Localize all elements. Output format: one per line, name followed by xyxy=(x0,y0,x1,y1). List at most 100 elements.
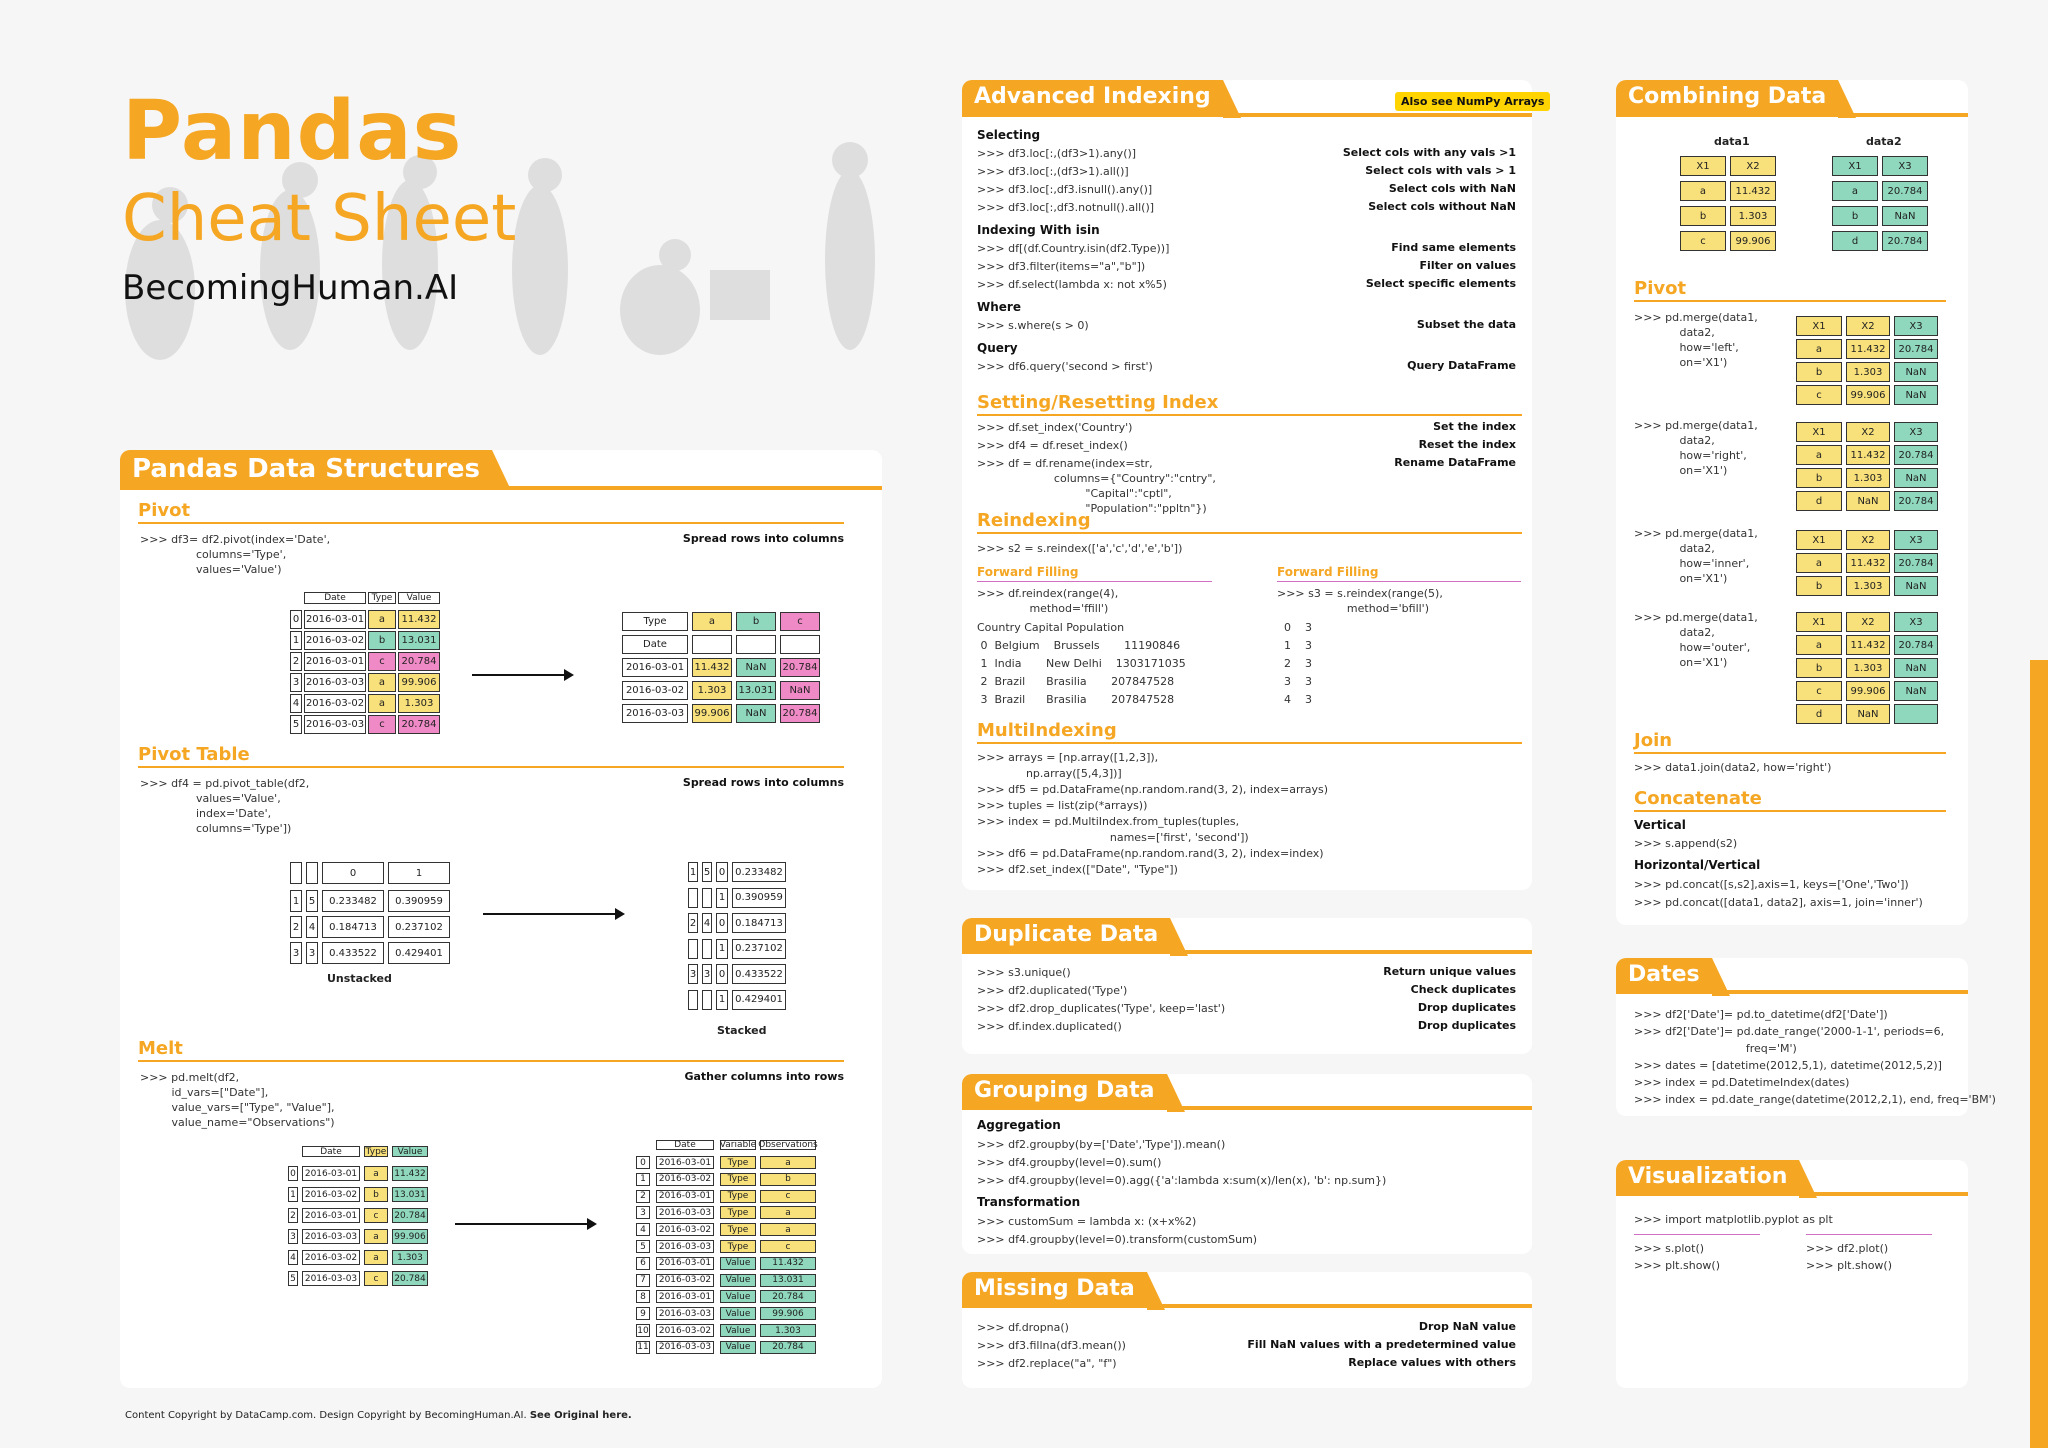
code-line: >>> df.index.duplicated() xyxy=(977,1020,1122,1033)
table-cell: 20.784 xyxy=(1882,181,1928,201)
ffill-heading-2: Forward Filling xyxy=(1277,565,1379,579)
table-cell: 11.432 xyxy=(1846,339,1890,359)
table-cell: a xyxy=(1796,445,1842,465)
pivot-heading: Pivot xyxy=(138,500,191,521)
code-description: Replace values with others xyxy=(1348,1356,1516,1369)
table-cell: 0 xyxy=(290,610,302,629)
table-cell: 20.784 xyxy=(1882,231,1928,251)
table-cell: Value xyxy=(720,1256,756,1270)
table-cell: 1 xyxy=(716,989,728,1010)
table-cell: 2016-03-01 xyxy=(302,1208,360,1223)
table-cell: 2016-03-01 xyxy=(304,652,366,671)
code-description: Query DataFrame xyxy=(1407,359,1516,372)
table-cell: 2 xyxy=(636,1189,650,1203)
table-cell: 2 xyxy=(290,916,302,938)
hv-code: >>> pd.concat([s,s2],axis=1, keys=['One'… xyxy=(1634,878,1923,909)
code-line: >>> df3.loc[:,(df3>1).all()] xyxy=(977,165,1129,178)
divider xyxy=(977,414,1522,416)
table-cell: Type xyxy=(364,1146,388,1157)
table-cell: 0.237102 xyxy=(732,938,786,959)
table-cell: 4 xyxy=(306,916,318,938)
dates-code: >>> df2['Date']= pd.to_datetime(df2['Dat… xyxy=(1634,1008,1996,1106)
table-cell: NaN xyxy=(1846,704,1890,724)
multiindex-code: >>> arrays = [np.array([1,2,3]), np.arra… xyxy=(977,751,1329,876)
data2-label: data2 xyxy=(1866,135,1902,148)
table-cell: 5 xyxy=(290,715,302,734)
code-description: Drop duplicates xyxy=(1417,1001,1516,1014)
table-cell: 0.233482 xyxy=(322,890,384,912)
table-cell: 1.303 xyxy=(1846,362,1890,382)
table-cell: 2016-03-01 xyxy=(302,1166,360,1181)
code-line: >>> df[(df.Country.isin(df2.Type))] xyxy=(977,242,1170,255)
table-cell: 20.784 xyxy=(1894,553,1938,573)
table-cell: X1 xyxy=(1680,156,1726,176)
numpy-link-badge[interactable]: Also see NumPy Arrays xyxy=(1395,92,1551,111)
divider xyxy=(962,950,1532,954)
code-description: Select specific elements xyxy=(1365,277,1516,290)
table-cell: 0.184713 xyxy=(322,916,384,938)
table-cell: 2 xyxy=(688,913,698,933)
side-accent-bar xyxy=(2030,660,2048,1448)
table-cell xyxy=(688,989,698,1010)
table-cell: X1 xyxy=(1796,530,1842,550)
table-cell: 2016-03-03 xyxy=(656,1307,714,1321)
table-cell: Value xyxy=(720,1324,756,1337)
table-cell: 99.906 xyxy=(692,704,732,723)
table-cell: 2016-03-03 xyxy=(656,1206,714,1220)
code-line: >>> df4 = df.reset_index() xyxy=(977,439,1128,452)
table-cell: 2016-03-01 xyxy=(656,1256,714,1270)
code-line: >>> df3.loc[:,df3.isnull().any()] xyxy=(977,183,1153,196)
table-cell: 99.906 xyxy=(1730,231,1776,251)
table-cell: NaN xyxy=(1846,491,1890,511)
table-cell: 1.303 xyxy=(1730,206,1776,226)
table-cell: 99.906 xyxy=(392,1229,428,1244)
table-cell: 1 xyxy=(288,1187,298,1202)
table-cell: 1.303 xyxy=(760,1324,816,1337)
table-cell: 1.303 xyxy=(692,681,732,700)
table-cell: 0.237102 xyxy=(388,916,450,938)
divider xyxy=(1634,1234,1760,1235)
table-cell: 2016-03-01 xyxy=(656,1290,714,1304)
table-cell: a xyxy=(364,1250,388,1265)
divider xyxy=(138,766,844,768)
evolution-illustration xyxy=(125,142,875,360)
table-cell: 2 xyxy=(288,1208,298,1223)
original-link[interactable]: See Original here. xyxy=(529,1410,632,1421)
table-cell: 5 xyxy=(306,890,318,912)
table-cell xyxy=(306,862,318,884)
table-cell: 0.390959 xyxy=(732,887,786,908)
code-description: Find same elements xyxy=(1391,241,1516,254)
table-cell: Date xyxy=(302,1146,360,1157)
missing-title: Missing Data xyxy=(962,1272,1165,1310)
dates-title: Dates xyxy=(1616,958,1730,996)
visualization-title: Visualization xyxy=(1616,1160,1818,1198)
viz-right-code: >>> df2.plot() >>> plt.show() xyxy=(1806,1242,1893,1272)
table-cell: 2016-03-02 xyxy=(656,1324,714,1337)
merge-code: >>> pd.merge(data1, data2, how='right', … xyxy=(1634,419,1758,477)
table-cell: 1 xyxy=(688,862,698,882)
table-cell: b xyxy=(1796,362,1842,382)
table-cell: 99.906 xyxy=(760,1307,816,1321)
visualization-panel xyxy=(1616,1160,1968,1388)
table-cell: 1 xyxy=(290,890,302,912)
divider xyxy=(1634,752,1946,754)
aggregation-heading: Aggregation xyxy=(977,1118,1061,1132)
table-cell: b xyxy=(736,612,776,631)
ffill-table-1: Country Capital Population 0 Belgium Bru… xyxy=(977,621,1186,706)
code-description: Select cols with NaN xyxy=(1388,182,1516,195)
table-cell: 2016-03-01 xyxy=(622,658,688,677)
code-description: Reset the index xyxy=(1418,438,1516,451)
query-heading: Query xyxy=(977,341,1018,355)
table-cell: Variable xyxy=(719,1140,757,1150)
code-description: Filter on values xyxy=(1419,259,1516,272)
table-cell: 2016-03-03 xyxy=(304,673,366,692)
table-cell: NaN xyxy=(736,704,776,723)
table-cell: 2016-03-02 xyxy=(304,631,366,650)
viz-import-code: >>> import matplotlib.pyplot as plt xyxy=(1634,1213,1833,1226)
table-cell: a xyxy=(364,1166,388,1181)
code-line: >>> df.dropna() xyxy=(977,1321,1069,1334)
table-cell: NaN xyxy=(1882,206,1928,226)
table-cell: 0.429401 xyxy=(388,942,450,964)
table-cell: NaN xyxy=(1894,658,1938,678)
table-cell xyxy=(688,887,698,908)
